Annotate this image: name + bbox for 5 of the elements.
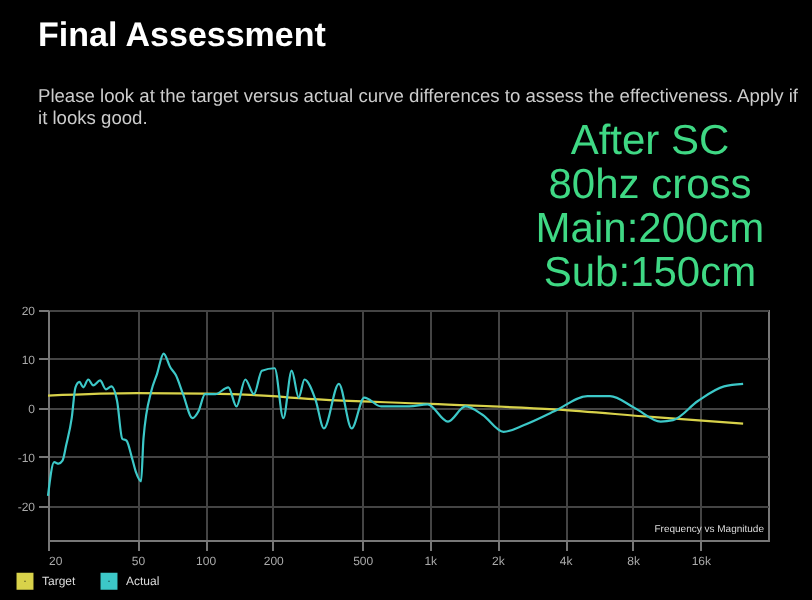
text: 80hz cross <box>546 162 754 208</box>
text: Main:200cm <box>533 206 767 252</box>
text: After SC <box>568 118 732 164</box>
text: Sub:150cm <box>541 250 759 296</box>
chart-title: Final Assessment <box>38 16 326 56</box>
